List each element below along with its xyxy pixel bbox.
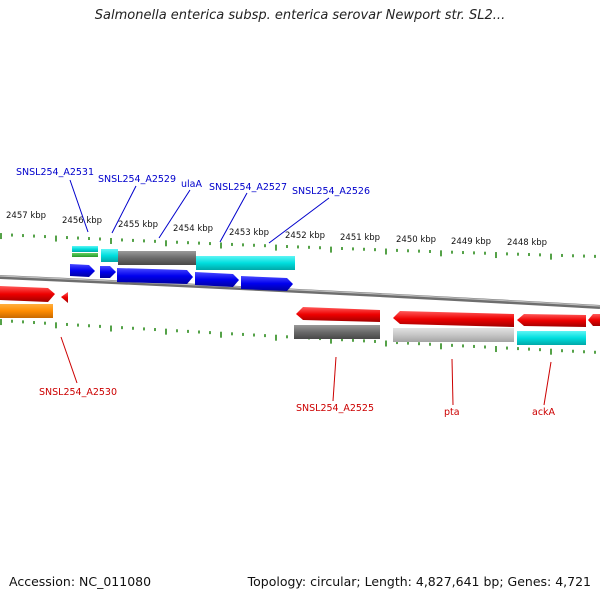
kbp-label: 2457 kbp [6, 211, 46, 221]
kbp-label: 2450 kbp [396, 235, 436, 245]
gene-label[interactable]: SNSL254_A2526 [292, 186, 370, 197]
accession-text: Accession: NC_011080 [9, 574, 152, 589]
gene-arrow[interactable] [393, 311, 514, 327]
gene-arrow[interactable] [100, 266, 116, 278]
gene-SNSL254_A2529[interactable] [101, 249, 118, 262]
gene-SNSL254_A2525[interactable] [294, 325, 380, 339]
gene-arrow[interactable] [588, 314, 600, 326]
gene-arrow[interactable] [70, 264, 95, 277]
gene-pta[interactable] [393, 328, 514, 342]
gene-label[interactable]: SNSL254_A2531 [16, 167, 94, 178]
genome-summary: Topology: circular; Length: 4,827,641 bp… [247, 574, 591, 589]
kbp-label: 2451 kbp [340, 233, 380, 243]
kbp-label: 2449 kbp [451, 237, 491, 247]
kbp-label: 2453 kbp [229, 228, 269, 238]
gene-label[interactable]: pta [444, 407, 460, 418]
kbp-label: 2456 kbp [62, 216, 102, 226]
gene-ulaA[interactable] [118, 251, 196, 265]
gene-arrow[interactable] [61, 292, 68, 303]
gene-label[interactable]: ulaA [181, 179, 202, 190]
genome-backbone [0, 275, 600, 309]
kbp-label: 2448 kbp [507, 238, 547, 248]
gene-arrow[interactable] [517, 314, 586, 327]
genome-title: Salmonella enterica subsp. enterica sero… [94, 8, 506, 23]
gene-arrow[interactable] [0, 286, 55, 302]
gene-label[interactable]: SNSL254_A2525 [296, 403, 374, 414]
gene-SNSL254_A2527[interactable] [196, 256, 295, 270]
gene-label[interactable]: SNSL254_A2527 [209, 182, 287, 193]
kbp-label: 2455 kbp [118, 220, 158, 230]
gene-label[interactable]: SNSL254_A2529 [98, 174, 176, 185]
gene-arrow[interactable] [117, 268, 193, 284]
gene-label[interactable]: SNSL254_A2530 [39, 387, 117, 398]
gene-SNSL254_A2530[interactable] [0, 304, 53, 318]
gene-ackA[interactable] [517, 331, 586, 345]
gene-SNSL254_A2531[interactable] [72, 246, 98, 257]
gene-arrow[interactable] [195, 272, 239, 287]
kbp-label: 2454 kbp [173, 224, 213, 234]
kbp-label: 2452 kbp [285, 231, 325, 241]
gene-label[interactable]: ackA [532, 407, 556, 418]
gene-arrow[interactable] [241, 276, 293, 291]
tick-row-top [0, 233, 596, 260]
gene-arrow[interactable] [296, 307, 380, 322]
